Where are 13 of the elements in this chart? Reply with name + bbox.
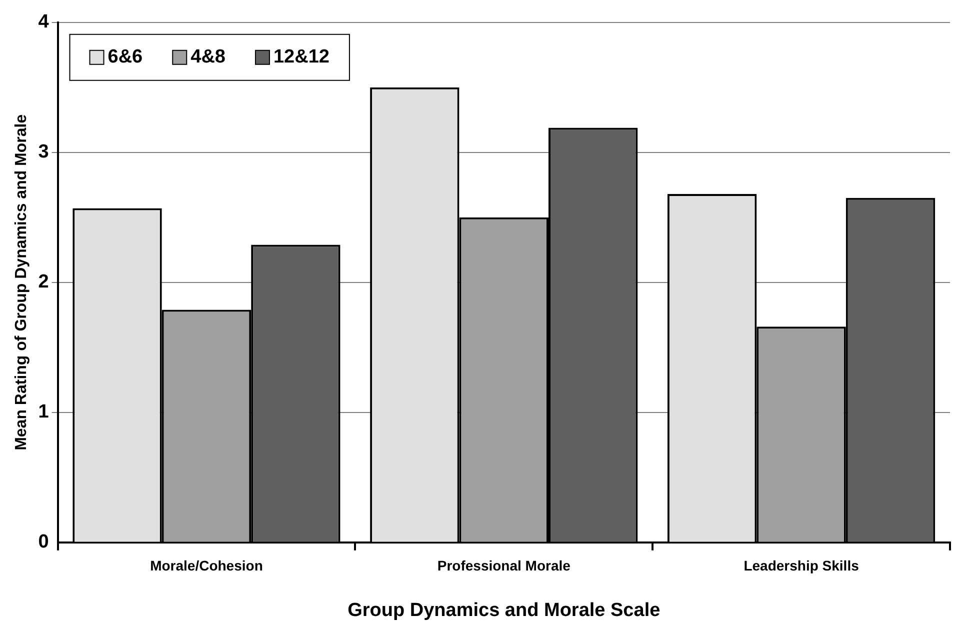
y-tick-label: 2 bbox=[38, 272, 49, 293]
y-tick-label: 0 bbox=[38, 532, 49, 553]
y-tick-label: 1 bbox=[38, 402, 50, 423]
x-tick-label: Morale/Cohesion bbox=[150, 558, 263, 574]
x-tick-label: Leadership Skills bbox=[744, 558, 860, 574]
y-tick-label: 3 bbox=[38, 142, 49, 163]
legend-label: 4&8 bbox=[190, 46, 226, 68]
legend-label: 12&12 bbox=[273, 46, 330, 68]
y-axis-title: Mean Rating of Group Dynamics and Morale bbox=[13, 114, 30, 450]
x-tick-label: Professional Morale bbox=[437, 558, 571, 574]
y-tick-label: 4 bbox=[38, 12, 50, 33]
x-axis-title: Group Dynamics and Morale Scale bbox=[348, 600, 660, 621]
legend-label: 6&6 bbox=[108, 46, 143, 68]
